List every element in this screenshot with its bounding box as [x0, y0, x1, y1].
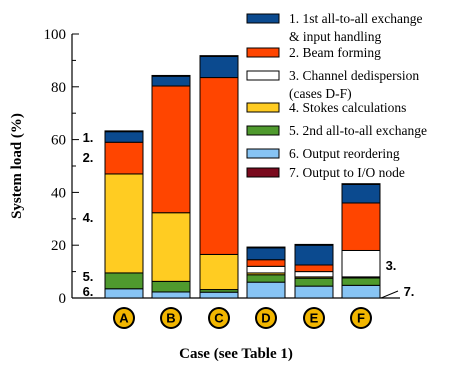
bar-segment [341, 249, 381, 278]
legend-label-line: 5. 2nd all-to-all exchange [289, 123, 427, 138]
y-tick-label: 80 [51, 80, 66, 96]
case-marker-label: B [166, 311, 175, 326]
legend-swatch [246, 148, 280, 159]
legend-swatch [246, 13, 280, 24]
bar-segment [294, 243, 334, 246]
bar-segment [246, 274, 286, 283]
bar-segment [104, 131, 144, 143]
legend-swatch [246, 167, 280, 178]
x-axis-title: Case (see Table 1) [179, 346, 293, 362]
bar-segment [294, 277, 334, 287]
legend-swatch [246, 125, 280, 136]
bar-segment [104, 141, 144, 175]
case-marker-fill [115, 309, 133, 327]
segment-annotation: 2. [83, 150, 94, 165]
case-marker-fill [162, 309, 180, 327]
legend: 1. 1st all-to-all exchange & input handli… [246, 11, 427, 180]
case-marker-label: C [214, 311, 224, 326]
bar-segment [341, 277, 381, 286]
bar-segment [341, 202, 381, 251]
legend-label-line: (cases D-F) [289, 86, 352, 101]
bar-segment [294, 244, 334, 266]
legend-label-line: 2. Beam forming [289, 45, 381, 60]
legend-label: 6. Output reordering [289, 146, 400, 161]
segment-annotations: 1. 2. 4. 5.6. 3. 7. [83, 130, 415, 299]
case-marker-fill [257, 309, 275, 327]
bar-segment [151, 75, 191, 87]
bar-segment [341, 183, 381, 185]
bar-segment [246, 247, 286, 261]
case-marker-fill [210, 309, 228, 327]
bar-segment [199, 253, 239, 291]
bar-segment [294, 271, 334, 278]
y-tick-label: 40 [51, 185, 66, 201]
annotation-leader-line [380, 290, 399, 299]
case-markers: A B C D E F [113, 307, 372, 329]
bar-segment [199, 77, 239, 255]
y-tick-label: 60 [51, 133, 66, 149]
legend-label-line: 3. Channel dedispersion [289, 68, 419, 83]
legend-label: 2. Beam forming [289, 45, 381, 60]
bar-segment [104, 272, 144, 290]
bar-segment [341, 183, 381, 204]
bar-segment [199, 55, 239, 57]
y-tick-label: 100 [44, 27, 67, 43]
bar-segment [151, 74, 191, 77]
case-marker-fill [352, 309, 370, 327]
bar-stack-A [104, 130, 144, 299]
bar-segment [341, 284, 381, 299]
bar-segment [294, 285, 334, 299]
legend-label: 4. Stokes calculations [289, 100, 406, 115]
legend-swatch [246, 70, 280, 81]
bar-segment [199, 55, 239, 79]
bar-stack-D [246, 246, 286, 299]
bar-stack-C [199, 55, 239, 299]
bar-segment [246, 259, 286, 267]
bar-stack-B [151, 74, 191, 299]
segment-annotation: 1. [83, 130, 94, 145]
case-marker-label: E [310, 311, 319, 326]
legend-label: 5. 2nd all-to-all exchange [289, 123, 427, 138]
bar-segment [151, 291, 191, 299]
bar-segment [294, 264, 334, 273]
bar-segment [104, 173, 144, 274]
segment-annotation: 4. [83, 210, 94, 225]
legend-label-line: 4. Stokes calculations [289, 100, 406, 115]
y-tick-label: 0 [59, 291, 67, 307]
bar-segment [246, 281, 286, 299]
legend-label-line: 6. Output reordering [289, 146, 400, 161]
case-marker-label: F [357, 311, 365, 326]
bar-segment [151, 212, 191, 282]
bar-segment [246, 265, 286, 274]
segment-annotation: 3. [386, 258, 397, 273]
segment-annotation: 5. [83, 269, 94, 284]
bar-segment [151, 85, 191, 214]
legend-label: 7. Output to I/O node [289, 165, 405, 180]
bar-segment [199, 291, 239, 299]
bars-layer [104, 55, 381, 299]
bar-stack-E [294, 243, 334, 299]
bar-stack-F [341, 183, 381, 299]
case-marker-label: D [261, 311, 270, 326]
segment-annotation: 6. [83, 284, 94, 299]
bar-segment [246, 246, 286, 249]
legend-label: 1. 1st all-to-all exchange & input handli… [289, 11, 422, 44]
legend-label: 3. Channel dedispersion (cases D-F) [289, 68, 419, 101]
case-marker-fill [305, 309, 323, 327]
legend-label-line: & input handling [289, 29, 381, 44]
case-marker-label: A [119, 311, 129, 326]
y-tick-label: 20 [51, 238, 66, 254]
segment-annotation: 7. [404, 284, 415, 299]
bar-segment [151, 280, 191, 293]
legend-label-line: 1. 1st all-to-all exchange [289, 11, 422, 26]
legend-swatch [246, 47, 280, 58]
legend-label-line: 7. Output to I/O node [289, 165, 405, 180]
bar-segment [104, 288, 144, 299]
bar-segment [104, 130, 144, 133]
legend-swatch [246, 102, 280, 113]
y-axis-title: System load (%) [9, 113, 25, 219]
